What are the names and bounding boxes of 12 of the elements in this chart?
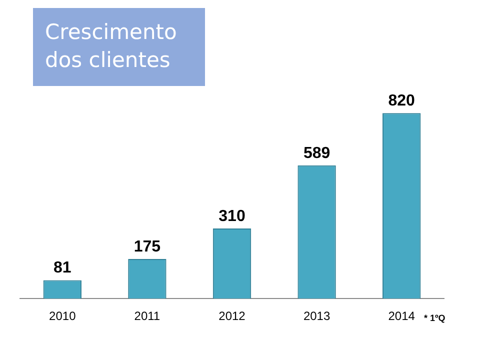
text: * 1ºQ: [424, 313, 446, 323]
data-label: 81: [54, 260, 72, 277]
data-label: 589: [303, 144, 330, 162]
chart-title: Crescimento dos clientes: [33, 8, 205, 86]
x-tick-label: 2011: [134, 309, 160, 324]
data-label: 175: [134, 238, 161, 256]
x-tick-label: 2013: [303, 309, 330, 324]
data-label: 310: [218, 208, 246, 225]
data-label: 820: [388, 92, 416, 110]
x-tick-label: 2014: [388, 309, 416, 324]
x-tick-label: 2012: [218, 309, 246, 324]
x-tick-label: 2010: [49, 309, 76, 324]
